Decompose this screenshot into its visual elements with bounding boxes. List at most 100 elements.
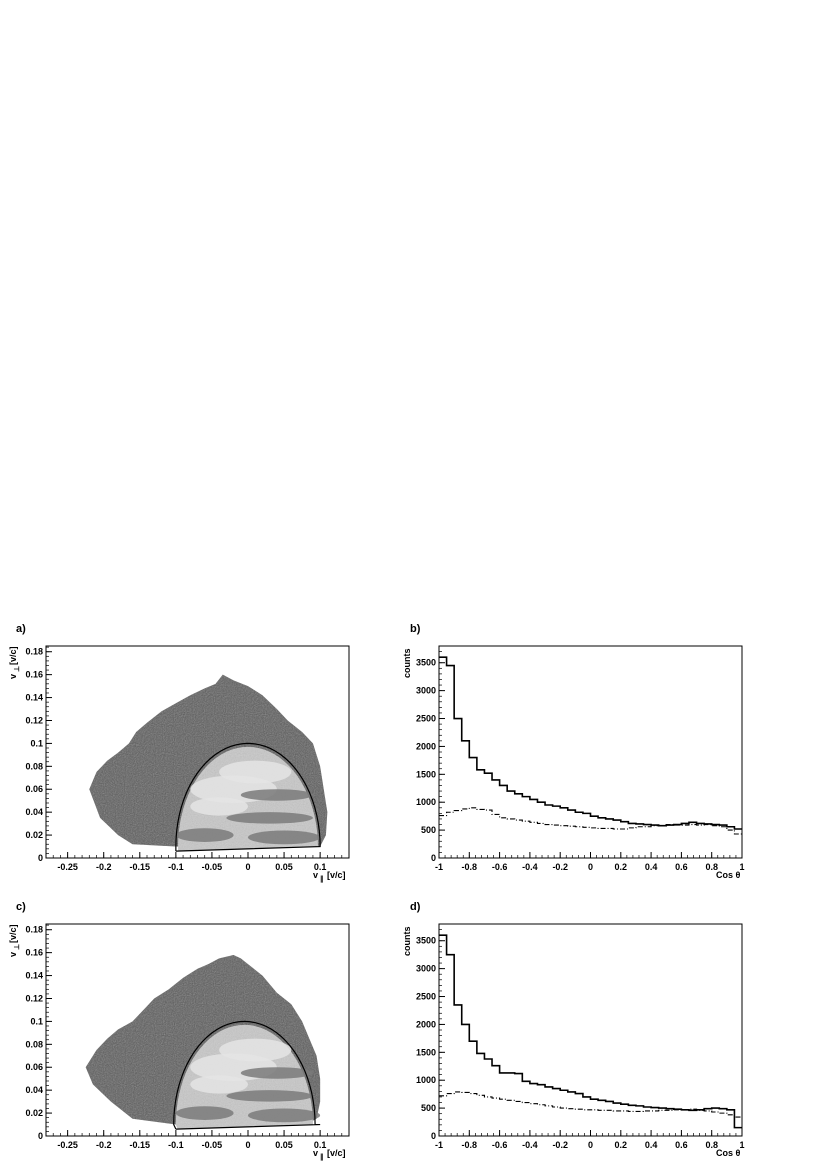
panel-a: a) -0.25 -0.2 -0.15 -0.1 -0.05 0 0.05 0.1 0 0.02… — [8, 623, 350, 883]
y-tick-label: 0 — [431, 1131, 436, 1141]
y-tick-label: 1000 — [416, 1075, 436, 1085]
density-band — [190, 1075, 248, 1094]
y-axis-title-main-a: v — [8, 674, 18, 679]
x-tick-label: 0.1 — [314, 1140, 327, 1150]
x-tick-label: -0.15 — [130, 862, 151, 872]
series-solid — [439, 656, 742, 830]
y-tick-label: 0.08 — [25, 761, 43, 771]
y-tick-label: 0.04 — [25, 807, 43, 817]
x-tick-label: -0.2 — [96, 862, 112, 872]
x-tick-label: -0.25 — [57, 862, 78, 872]
x-axis-title-a: v ∥ [v/c] — [313, 870, 346, 883]
density-band — [219, 760, 292, 784]
x-tick-label: 0.2 — [615, 1140, 628, 1150]
x-axis-title-d: Cos θ — [716, 1148, 741, 1158]
x-tick-label: 0.05 — [275, 862, 293, 872]
plot-frame-b — [438, 645, 743, 859]
x-tick-label: 0.6 — [675, 1140, 688, 1150]
density-band — [226, 1090, 313, 1102]
x-tick-label: -0.05 — [202, 1140, 223, 1150]
y-axis-title-b: counts — [402, 648, 412, 678]
plot-frame-d — [438, 923, 743, 1137]
x-tick-label: -0.6 — [492, 862, 508, 872]
y-tick-label: 3500 — [416, 658, 436, 668]
x-tick-label: -0.05 — [202, 862, 223, 872]
x-tick-label: -1 — [435, 862, 443, 872]
x-tick-label: 0.8 — [705, 1140, 718, 1150]
y-tick-label: 0.06 — [25, 784, 43, 794]
density-band — [190, 797, 248, 816]
panel-tag-a: a) — [16, 623, 26, 635]
y-tick-label: 3000 — [416, 964, 436, 974]
y-ticks-b: 0 500 1000 1500 2000 2500 3000 3500 — [416, 645, 445, 863]
x-tick-label: -0.8 — [462, 1140, 478, 1150]
x-tick-label: -0.25 — [57, 1140, 78, 1150]
y-axis-title-unit-c: [v/c] — [8, 924, 18, 943]
histogram-b — [439, 656, 742, 835]
panel-tag-c: c) — [16, 901, 26, 913]
y-axis-title-main-c: v — [8, 952, 18, 957]
y-tick-label: 0.02 — [25, 1108, 43, 1118]
density-band — [240, 789, 313, 801]
y-tick-label: 500 — [421, 825, 436, 835]
y-tick-label: 0.14 — [25, 693, 43, 703]
x-axis-title-sub-a: ∥ — [320, 875, 324, 883]
y-tick-label: 0 — [38, 1131, 43, 1141]
x-tick-label: -0.4 — [522, 862, 538, 872]
x-tick-label: -0.2 — [552, 1140, 568, 1150]
y-axis-title-a: v ⊥ [v/c] — [8, 646, 21, 679]
x-tick-label: 0.6 — [675, 862, 688, 872]
density-band — [226, 812, 313, 824]
panel-tag-b: b) — [410, 623, 421, 635]
histogram-d — [439, 934, 742, 1129]
y-ticks-c: 0 0.02 0.04 0.06 0.08 0.1 0.12 0.14 0.16 0.18 — [25, 925, 52, 1141]
panel-tag-d: d) — [410, 901, 421, 913]
y-tick-label: 0.16 — [25, 670, 43, 680]
x-tick-label: -0.2 — [552, 862, 568, 872]
y-tick-label: 0.18 — [25, 647, 43, 657]
x-axis-title-c: v ∥ [v/c] — [313, 1148, 346, 1161]
x-tick-label: 1 — [739, 1140, 744, 1150]
y-axis-title-d: counts — [402, 926, 412, 956]
x-tick-label: -0.4 — [522, 1140, 538, 1150]
x-tick-label: 0 — [245, 862, 250, 872]
x-tick-label: -1 — [435, 1140, 443, 1150]
density-band — [175, 828, 234, 842]
x-tick-label: -0.8 — [462, 862, 478, 872]
x-ticks-b: -1 -0.8 -0.6 -0.4 -0.2 0 0.2 0.4 0.6 0.8 1 — [435, 852, 745, 872]
x-tick-label: 0.2 — [615, 862, 628, 872]
y-tick-label: 0.12 — [25, 993, 43, 1003]
heatmap-c — [85, 954, 321, 1130]
x-tick-label: 0 — [588, 862, 593, 872]
x-axis-title-main-c: v — [313, 1148, 318, 1158]
y-axis-title-sub-a: ⊥ — [13, 666, 21, 672]
x-tick-label: -0.2 — [96, 1140, 112, 1150]
density-band — [219, 1038, 292, 1062]
y-tick-label: 3000 — [416, 686, 436, 696]
y-axis-title-c: v ⊥ [v/c] — [8, 924, 21, 957]
x-axis-title-sub-c: ∥ — [320, 1153, 324, 1161]
x-axis-title-unit-c: [v/c] — [327, 1148, 346, 1158]
y-tick-label: 0 — [431, 853, 436, 863]
heatmap-a — [89, 674, 328, 852]
x-tick-label: 0 — [588, 1140, 593, 1150]
density-band — [240, 1067, 313, 1079]
y-axis-title-unit-a: [v/c] — [8, 646, 18, 665]
x-tick-label: 0.1 — [314, 862, 327, 872]
x-tick-label: -0.6 — [492, 1140, 508, 1150]
y-tick-label: 1500 — [416, 1047, 436, 1057]
y-tick-label: 0.1 — [30, 1016, 43, 1026]
x-axis-title-unit-a: [v/c] — [327, 870, 346, 880]
y-tick-label: 2000 — [416, 741, 436, 751]
y-tick-label: 0.04 — [25, 1085, 43, 1095]
series-solid — [439, 934, 742, 1129]
y-tick-label: 1500 — [416, 769, 436, 779]
x-ticks-a: -0.25 -0.2 -0.15 -0.1 -0.05 0 0.05 0.1 — [45, 852, 350, 872]
x-ticks-c: -0.25 -0.2 -0.15 -0.1 -0.05 0 0.05 0.1 — [45, 1130, 350, 1150]
panel-d: d) -1 -0.8 -0.6 -0.4 -0.2 0 0.2 0.4 0.6 0.8 1 0 500… — [402, 901, 745, 1158]
x-tick-label: -0.15 — [130, 1140, 151, 1150]
y-tick-label: 2500 — [416, 714, 436, 724]
x-ticks-d: -1 -0.8 -0.6 -0.4 -0.2 0 0.2 0.4 0.6 0.8 1 — [435, 1130, 745, 1150]
y-tick-label: 0.1 — [30, 738, 43, 748]
